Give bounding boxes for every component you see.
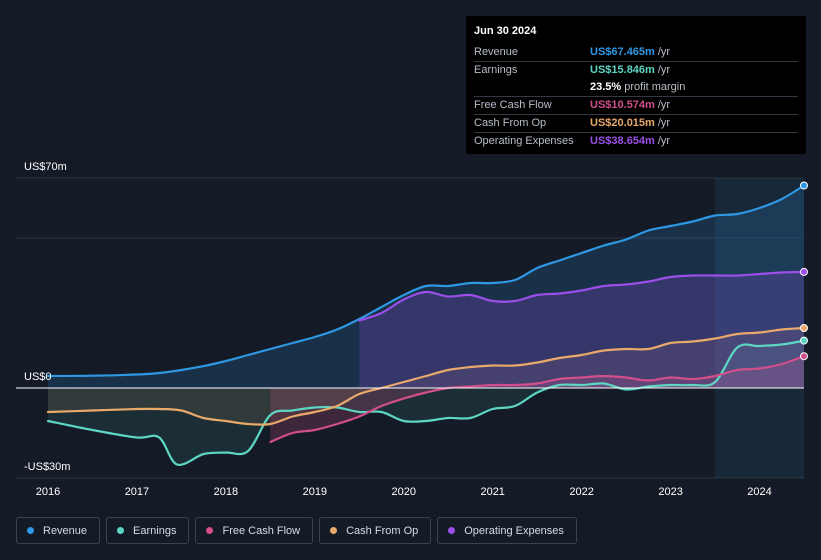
legend-item-cash-from-op[interactable]: Cash From Op	[319, 517, 432, 544]
legend: Revenue Earnings Free Cash Flow Cash From O…	[16, 517, 577, 544]
tooltip-row-label: Operating Expenses	[474, 135, 574, 147]
tooltip-row-label: Cash From Op	[474, 117, 547, 129]
x-tick-label: 2024	[747, 486, 771, 498]
legend-item-earnings[interactable]: Earnings	[106, 517, 190, 544]
legend-label: Revenue	[43, 524, 88, 537]
tooltip-row: Cash From Op US$20.015m/yr	[474, 114, 798, 132]
x-tick-label: 2019	[303, 486, 327, 498]
tooltip-row-unit: profit margin	[624, 81, 686, 93]
tooltip-row-unit: /yr	[657, 117, 671, 129]
x-tick-label: 2017	[125, 486, 149, 498]
free-cash-flow-end-marker	[800, 352, 808, 361]
y-tick-label: -US$30m	[24, 461, 70, 473]
legend-dot-icon	[117, 527, 125, 534]
operating-expenses-area	[359, 271, 804, 388]
legend-dot-icon	[448, 527, 456, 534]
tooltip-row-value: 23.5%	[590, 81, 622, 93]
cash-from-op-line	[46, 326, 806, 426]
legend-dot-icon	[330, 527, 338, 534]
legend-label: Cash From Op	[346, 524, 419, 537]
legend-dot-icon	[27, 527, 34, 534]
series-lines	[46, 184, 806, 467]
tooltip-row-unit: /yr	[657, 64, 671, 76]
tooltip-row-unit: /yr	[657, 46, 671, 58]
legend-dot-icon	[206, 527, 214, 534]
tooltip-row-label: Revenue	[474, 46, 519, 58]
y-tick-label: US$0	[24, 371, 52, 383]
tooltip-row: Earnings US$15.846m/yr	[474, 61, 798, 79]
tooltip-row-label: Free Cash Flow	[474, 99, 552, 111]
earnings-end-marker	[800, 336, 808, 345]
tooltip-row-label	[474, 79, 590, 96]
free-cash-flow-line	[269, 355, 806, 444]
tooltip-row-unit: /yr	[657, 135, 671, 147]
legend-label: Operating Expenses	[464, 524, 564, 537]
x-tick-label: 2016	[36, 486, 60, 498]
legend-item-revenue[interactable]: Revenue	[16, 517, 101, 544]
legend-label: Earnings	[133, 524, 177, 537]
tooltip-row: Operating Expenses US$38.654m/yr	[474, 132, 798, 150]
gridlines	[16, 177, 804, 479]
revenue-line	[46, 184, 806, 378]
x-tick-label: 2022	[569, 486, 593, 498]
legend-item-free-cash-flow[interactable]: Free Cash Flow	[195, 517, 314, 544]
series-areas	[48, 185, 804, 465]
earnings-area	[48, 340, 804, 465]
tooltip-row: Revenue US$67.465m/yr	[474, 44, 798, 61]
axis-ticks: US$70m US$0 -US$30m 2016 2017 2018 2019 2020 202…	[16, 161, 804, 498]
tooltip-row-value: US$67.465m	[590, 46, 655, 58]
x-tick-label: 2021	[480, 486, 504, 498]
tooltip-row-value: US$20.015m	[590, 117, 655, 129]
x-tick-label: 2020	[392, 486, 416, 498]
operating-expenses-line	[358, 270, 806, 322]
tooltip-row: Free Cash Flow US$10.574m/yr	[474, 96, 798, 114]
tooltip-row-unit: /yr	[657, 99, 671, 111]
y-tick-label: US$70m	[24, 161, 67, 173]
tooltip-rows: Revenue US$67.465m/yr Earnings US$15.846m/y…	[474, 44, 798, 150]
cash-from-op-end-marker	[800, 324, 808, 332]
operating-expenses-end-marker	[800, 267, 808, 276]
tooltip-row-value: US$38.654m	[590, 135, 655, 147]
legend-label: Free Cash Flow	[222, 524, 301, 537]
tooltip: Jun 30 2024 Revenue US$67.465m/yr Earnings…	[466, 16, 806, 154]
x-tick-label: 2023	[658, 486, 682, 498]
earnings-line	[46, 339, 806, 467]
legend-item-operating-expenses[interactable]: Operating Expenses	[437, 517, 577, 544]
series-end-markers	[800, 181, 808, 361]
revenue-end-marker	[800, 181, 808, 190]
tooltip-row-value: US$10.574m	[590, 99, 655, 111]
tooltip-row-label: Earnings	[474, 64, 518, 76]
tooltip-row: 23.5% profit margin	[474, 79, 798, 96]
tooltip-row-value: US$15.846m	[590, 64, 655, 76]
x-tick-label: 2018	[214, 486, 238, 498]
tooltip-date: Jun 30 2024	[474, 25, 537, 37]
